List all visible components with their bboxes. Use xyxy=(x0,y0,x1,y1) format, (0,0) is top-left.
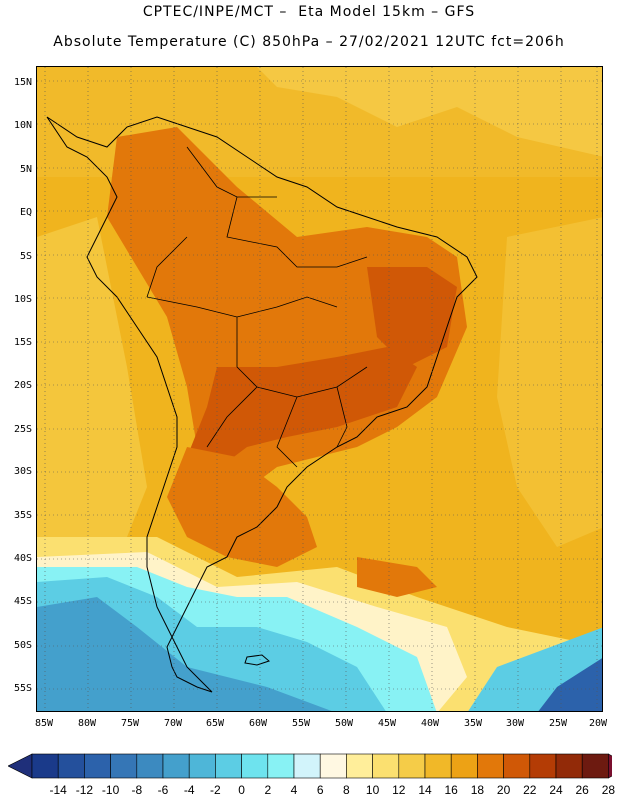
colorbar-cell xyxy=(293,753,321,779)
lon-label: 70W xyxy=(163,718,183,729)
field-north-pale xyxy=(257,67,602,157)
grid-lines xyxy=(37,67,602,711)
colorbar-cell xyxy=(398,753,426,779)
colorbar-tick-label: -2 xyxy=(210,783,221,797)
colorbar-cell xyxy=(424,753,452,779)
lon-label: 50W xyxy=(334,718,354,729)
lat-label: 5S xyxy=(19,251,32,262)
lat-label: 25S xyxy=(13,424,32,435)
map-canvas xyxy=(37,67,602,711)
colorbar-tick-label: -10 xyxy=(101,783,120,797)
colorbar-cell xyxy=(555,753,583,779)
colorbar-cell xyxy=(31,753,59,779)
colorbar-tick-label: -4 xyxy=(183,783,195,797)
colorbar-tick-label: -8 xyxy=(131,783,143,797)
colorbar-cell xyxy=(372,753,400,779)
lat-label: 45S xyxy=(13,596,32,607)
colorbar-tick-label: 0 xyxy=(238,783,245,797)
field-continent-core xyxy=(187,347,417,477)
lon-label: 80W xyxy=(77,718,97,729)
colorbar-tick-label: 8 xyxy=(343,783,350,797)
lon-label: 55W xyxy=(291,718,311,729)
field-atlantic-patch xyxy=(357,557,437,597)
colorbar-cell xyxy=(84,753,111,779)
colorbar-cell xyxy=(450,753,478,779)
colorbar-cell xyxy=(162,753,190,779)
field-pacific-pale xyxy=(37,217,147,547)
colorbar-tick-label: 14 xyxy=(418,783,432,797)
colorbar-cell xyxy=(346,753,373,779)
field-east-pale xyxy=(497,217,602,547)
colorbar-tick-label: 12 xyxy=(392,783,406,797)
colorbar-tick-label: 22 xyxy=(523,783,537,797)
colorbar-cell xyxy=(241,753,269,779)
field-continent-hot xyxy=(107,127,467,527)
colorbar-tick-label: 28 xyxy=(601,783,616,797)
lon-label: 30W xyxy=(505,718,525,729)
colorbar-tick-label: 4 xyxy=(290,783,298,797)
lat-label: 10S xyxy=(13,294,32,305)
coastline-falklands xyxy=(244,654,270,666)
colorbar-cells xyxy=(8,753,612,779)
colorbar-cell xyxy=(57,753,85,779)
lon-label: 20W xyxy=(588,718,608,729)
colorbar-tick-label: 20 xyxy=(496,783,511,797)
colorbar-tick-label: 16 xyxy=(444,783,458,797)
colorbar-tick-label: 26 xyxy=(575,783,589,797)
chart-subtitle: Absolute Temperature (C) 850hPa – 27/02/… xyxy=(53,34,565,50)
colorbar-tick-label: 24 xyxy=(549,783,563,797)
colorbar-tick-label: -14 xyxy=(49,783,67,797)
field-southeast-dark xyxy=(538,658,602,711)
lon-label: 35W xyxy=(463,718,483,729)
colorbar xyxy=(8,753,612,779)
field-south-darkblue xyxy=(37,597,332,711)
colorbar-cell xyxy=(503,753,531,779)
lat-label: 5N xyxy=(19,164,32,175)
field-argentina-warm xyxy=(167,447,317,567)
temperature-map xyxy=(36,66,603,712)
colorbar-arrow-low xyxy=(8,753,33,779)
lat-label: 20S xyxy=(13,380,32,391)
lat-label: 30S xyxy=(13,466,32,477)
borders-countries xyxy=(146,146,368,468)
chart-title: CPTEC/INPE/MCT – Eta Model 15km – GFS xyxy=(142,4,476,20)
colorbar-arrow-high xyxy=(608,753,612,779)
colorbar-tick-label: -6 xyxy=(157,783,169,797)
colorbar-cell xyxy=(188,753,216,779)
colorbar-cell xyxy=(319,753,347,779)
lon-label: 75W xyxy=(120,718,140,729)
colorbar-cell xyxy=(267,753,295,779)
lon-label: 25W xyxy=(548,718,568,729)
colorbar-cell xyxy=(529,753,557,779)
lon-label: 65W xyxy=(205,718,225,729)
lat-label: 55S xyxy=(13,683,32,694)
lat-label: 10N xyxy=(13,120,32,131)
lat-label: 15S xyxy=(13,337,32,348)
colorbar-cell xyxy=(581,753,609,779)
colorbar-tick-label: 18 xyxy=(470,783,485,797)
lat-label: 40S xyxy=(13,553,32,564)
colorbar-cell xyxy=(136,753,164,779)
colorbar-cell xyxy=(477,753,504,779)
lat-label: 35S xyxy=(13,510,32,521)
lon-label: 85W xyxy=(34,718,54,729)
colorbar-tick-label: -12 xyxy=(75,783,94,797)
lon-label: 40W xyxy=(420,718,440,729)
colorbar-tick-label: 2 xyxy=(264,783,272,797)
lat-label: 50S xyxy=(13,640,32,651)
lon-label: 60W xyxy=(248,718,268,729)
colorbar-cell xyxy=(110,753,138,779)
colorbar-tick-label: 6 xyxy=(316,783,324,797)
colorbar-tick-label: 10 xyxy=(365,783,380,797)
lat-label: EQ xyxy=(19,207,32,218)
lat-label: 15N xyxy=(13,77,32,88)
coastline-south-america xyxy=(46,116,478,693)
colorbar-cell xyxy=(215,753,242,779)
lon-label: 45W xyxy=(377,718,397,729)
